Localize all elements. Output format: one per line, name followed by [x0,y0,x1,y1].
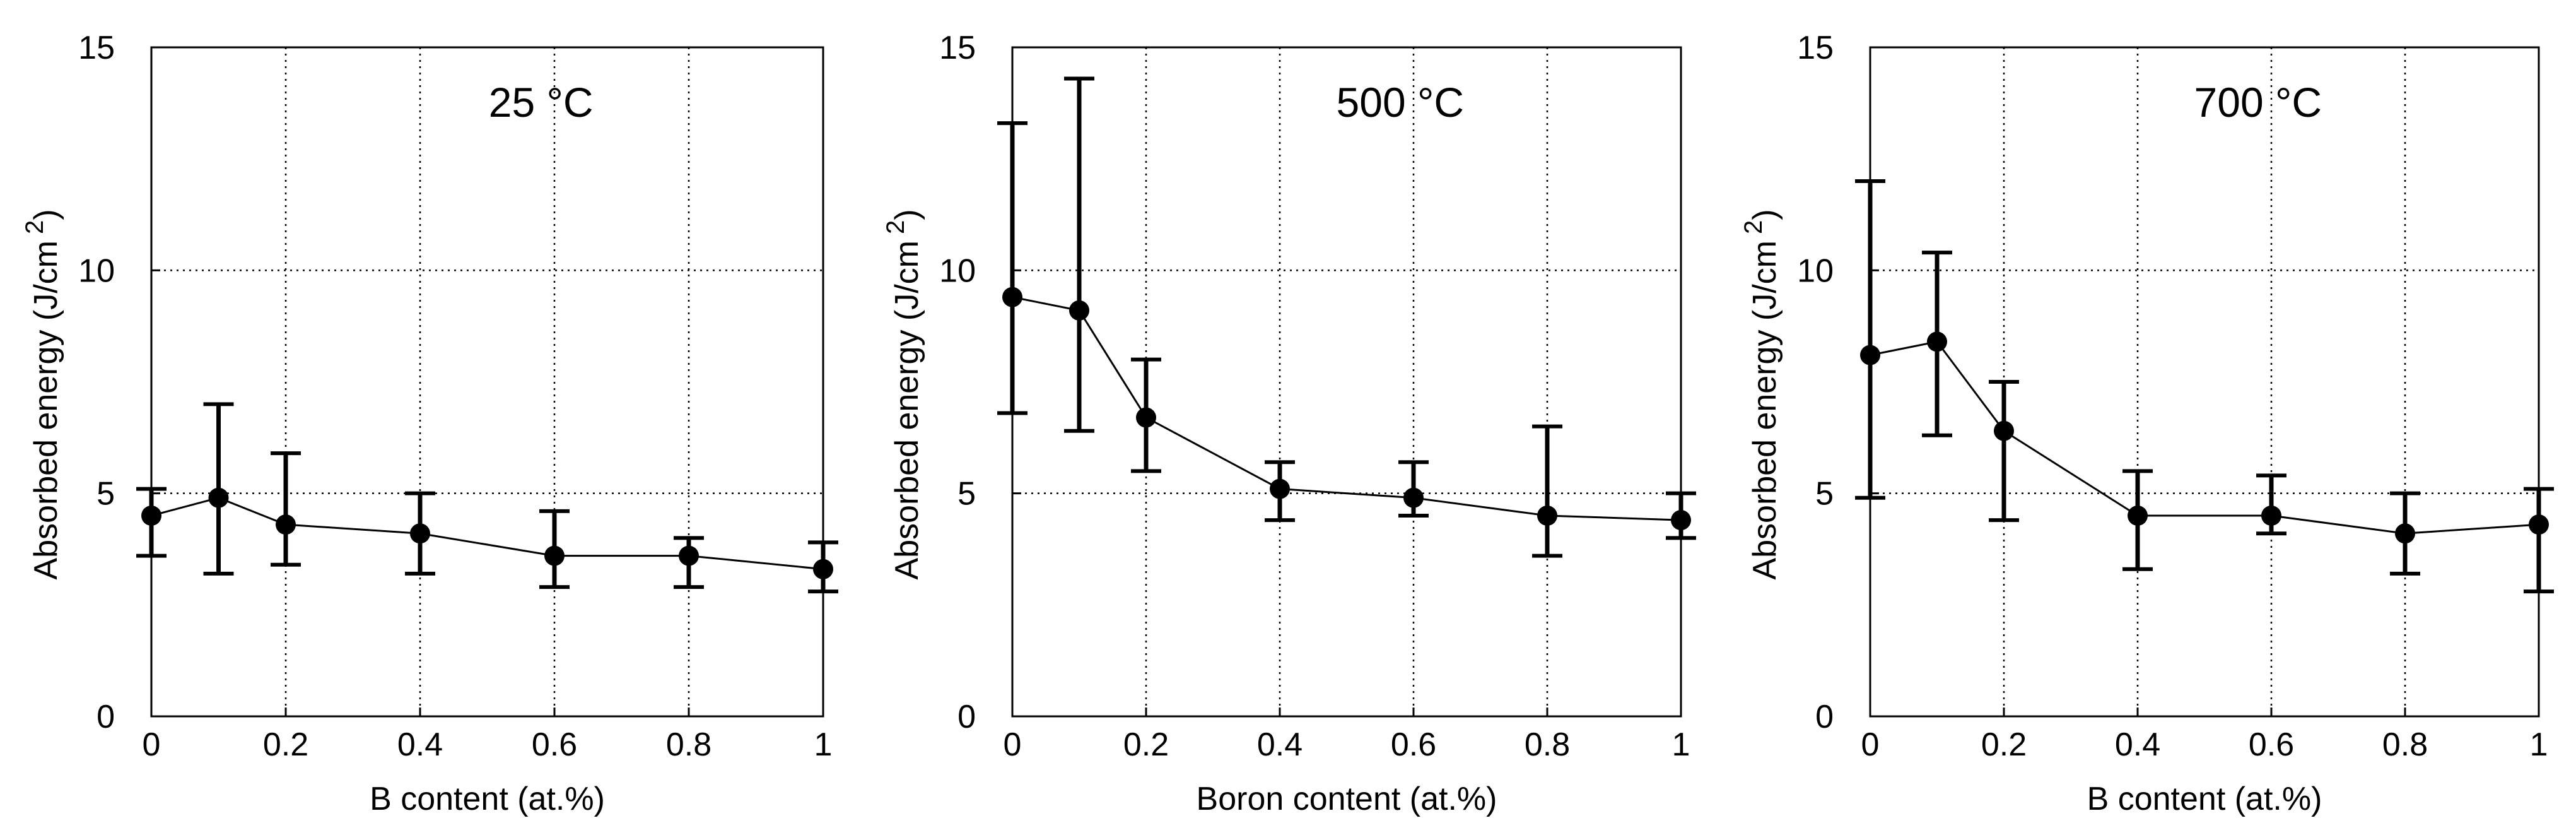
data-point [1002,287,1022,307]
panel-title-unit: °C [1417,79,1464,126]
series-line [1870,340,2539,535]
plot-frame [1869,46,2540,718]
panel-title-unit: °C [547,79,594,126]
y-tick-label: 15 [78,30,115,66]
data-point [2395,523,2415,544]
data-point [1994,420,2014,441]
x-tick-label: 0.2 [1981,726,2027,763]
data-point [276,514,296,535]
x-tick-label: 0.8 [2382,726,2428,763]
x-tick-label: 1 [1672,726,1690,763]
data-point [1270,478,1290,499]
data-point [1537,506,1557,526]
y-axis-label: Absorbed energy (J/cm 2) [882,209,925,579]
panel-title: 25 °C [489,79,594,126]
panel-title-unit: °C [2275,79,2322,126]
y-tick-label: 0 [957,699,976,735]
x-tick-label: 0 [1861,726,1880,763]
data-point [813,559,833,579]
x-tick-label: 0 [1004,726,1022,763]
y-axis-label-superscript: 2 [1740,220,1767,234]
y-tick-label: 15 [939,30,976,66]
data-point [1860,345,1880,365]
data-point [544,545,565,566]
y-tick-label: 10 [939,252,976,289]
y-tick-label: 10 [1797,252,1834,289]
plot-frame [150,46,824,718]
y-tick-label: 5 [1815,476,1834,512]
x-tick-label: 0.4 [1257,726,1303,763]
x-tick-label: 0.4 [397,726,443,763]
y-tick-label: 10 [78,252,115,289]
data-point [1069,300,1089,321]
y-tick-label: 0 [97,699,115,735]
y-axis-label-close: ) [889,209,925,220]
y-axis-label-text: Absorbed energy (J/cm [1747,240,1783,580]
series-line [1012,296,1682,521]
y-axis-label-superscript: 2 [21,220,49,234]
data-point [1136,407,1156,428]
data-point [2529,514,2549,535]
x-tick-label: 0.2 [1123,726,1169,763]
data-point [1927,331,1947,352]
data-point [2261,506,2281,526]
y-tick-label: 5 [957,476,976,512]
x-tick-label: 0.6 [2249,726,2294,763]
data-point [141,506,161,526]
data-point [2128,506,2148,526]
panel-title-value: 700 [2194,79,2275,126]
y-tick-label: 15 [1797,30,1834,66]
data-point [208,487,229,508]
x-tick-label: 0.8 [1525,726,1570,763]
x-tick-label: 0 [143,726,161,763]
panel-title: 700 °C [2194,79,2322,126]
y-axis-label: Absorbed energy (J/cm 2) [21,209,64,579]
panel-title-value: 25 [489,79,547,126]
x-tick-label: 0.6 [532,726,577,763]
x-tick-label: 0.8 [666,726,711,763]
x-tick-label: 1 [2530,726,2548,763]
x-axis-label: Boron content (at.%) [1197,781,1497,817]
y-axis-label-text: Absorbed energy (J/cm [889,240,925,580]
data-point [1671,510,1691,531]
y-axis-label-text: Absorbed energy (J/cm [28,240,64,580]
y-axis-label-superscript: 2 [882,220,910,234]
panel-title-value: 500 [1337,79,1417,126]
data-point [410,523,430,544]
y-axis-label-close: ) [1747,209,1783,220]
y-tick-label: 5 [97,476,115,512]
series-line [151,497,824,571]
y-tick-label: 0 [1815,699,1834,735]
y-axis-label: Absorbed energy (J/cm 2) [1740,209,1783,579]
x-tick-label: 0.4 [2115,726,2160,763]
x-tick-label: 1 [814,726,833,763]
x-tick-label: 0.6 [1391,726,1436,763]
data-point [679,545,699,566]
x-axis-label: B content (at.%) [2087,781,2322,817]
x-axis-label: B content (at.%) [370,781,605,817]
y-axis-label-close: ) [28,209,64,220]
plot-frame [1011,46,1682,718]
data-point [1403,487,1424,508]
panel-title: 500 °C [1337,79,1465,126]
x-tick-label: 0.2 [263,726,308,763]
